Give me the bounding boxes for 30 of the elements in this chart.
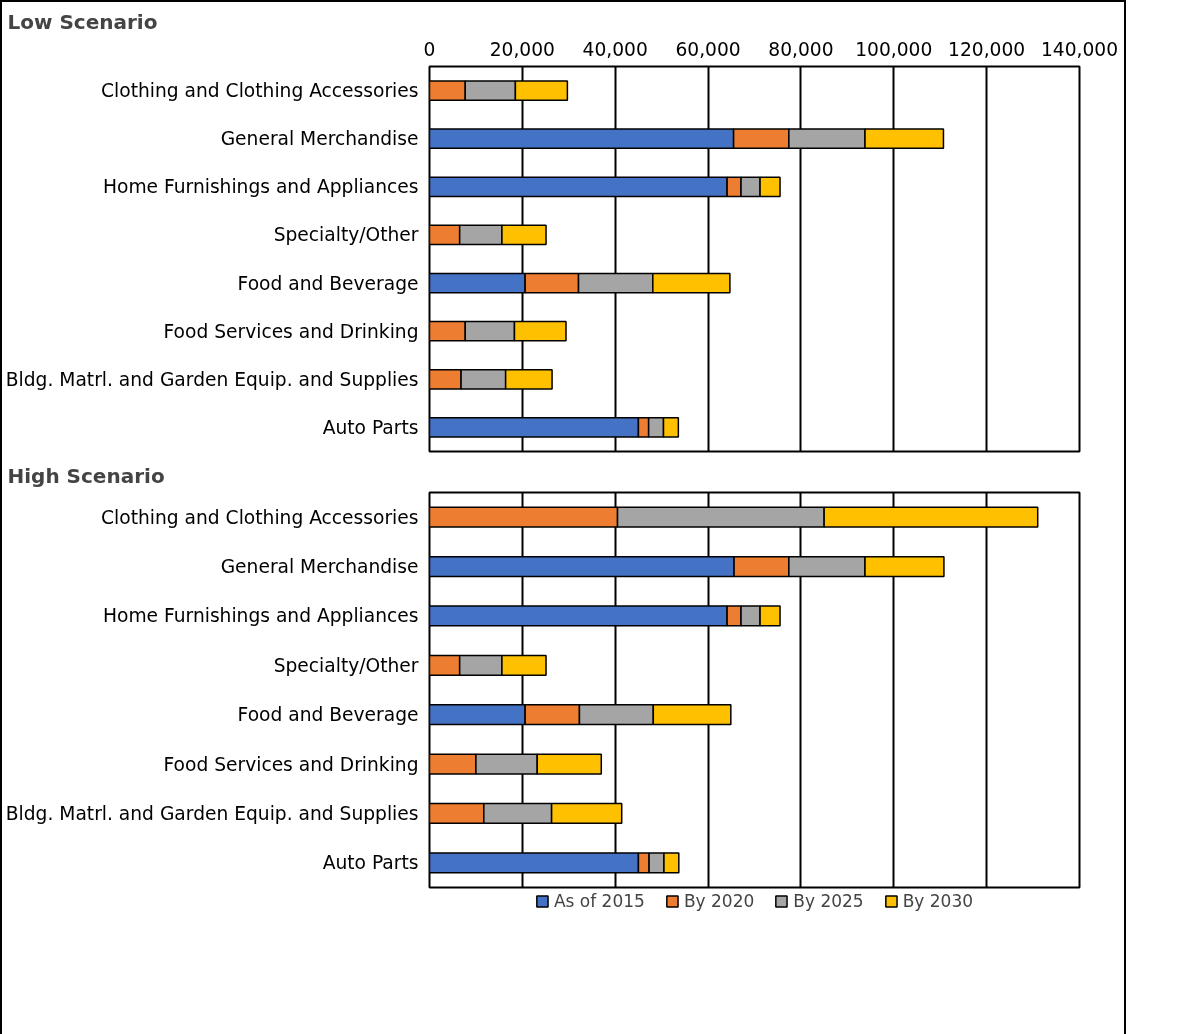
y-tick-label: Food and Beverage [237,704,419,726]
y-tick-label: Specialty/Other [273,224,419,246]
y-tick-label: Home Furnishings and Appliances [102,605,419,627]
y-tick-label: Food and Beverage [237,272,419,294]
text: High Scenario [7,463,165,488]
legend-label: By 2025 [793,891,864,911]
y-tick-label: Food Services and Drinking [163,753,419,775]
x-tick-label: 140,000 [1040,38,1119,60]
y-tick-label: Home Furnishings and Appliances [102,176,419,198]
y-tick-label: Specialty/Other [273,654,419,676]
legend-label: As of 2015 [553,891,645,911]
x-tick-label: 100,000 [855,38,933,60]
x-tick-label: 20,000 [489,38,555,60]
y-tick-label: Bldg. Matrl. and Garden Equip. and Supplies [5,802,419,824]
y-tick-label: Auto Parts [322,852,419,874]
x-tick-label: 40,000 [582,38,648,60]
y-tick-label: Bldg. Matrl. and Garden Equip. and Supplies [5,368,419,390]
x-tick-label: 60,000 [675,38,741,60]
text: Low Scenario [7,9,158,34]
y-tick-label: Clothing and Clothing Accessories [101,506,419,528]
y-tick-label: Auto Parts [322,416,419,438]
x-tick-label: 0 [423,38,436,60]
y-tick-label: General Merchandise [220,556,419,578]
legend-label: By 2030 [902,891,974,911]
y-tick-label: Food Services and Drinking [163,320,419,342]
legend-label: By 2020 [683,891,755,911]
x-tick-label: 120,000 [948,38,1026,60]
x-tick-label: 80,000 [768,38,834,60]
y-tick-label: General Merchandise [220,128,419,150]
y-tick-label: Clothing and Clothing Accessories [101,80,419,102]
